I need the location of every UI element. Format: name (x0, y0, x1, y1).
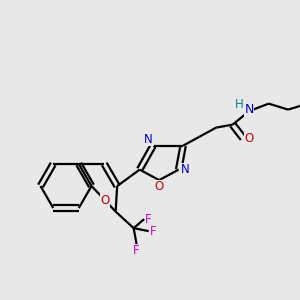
Text: O: O (100, 194, 110, 207)
Text: F: F (145, 213, 152, 226)
Text: O: O (154, 180, 164, 193)
Text: O: O (244, 132, 254, 145)
Text: N: N (144, 133, 153, 146)
Text: N: N (244, 103, 254, 116)
Text: H: H (235, 98, 244, 111)
Text: F: F (150, 225, 157, 238)
Text: N: N (181, 163, 190, 176)
Text: F: F (133, 244, 140, 257)
